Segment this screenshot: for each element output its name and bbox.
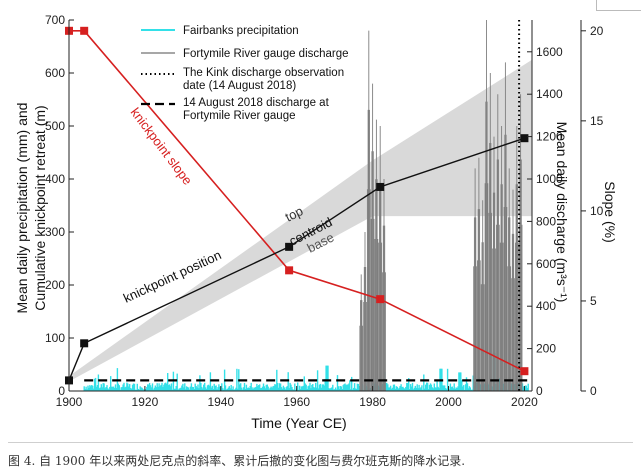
y-axis-left-label-1: Mean daily precipitation (mm) and [14,103,30,314]
slope-tick-label: 20 [590,24,604,38]
knickpoint-slope-point [80,26,89,35]
slope-tick-label: 10 [590,204,604,218]
x-tick-label: 1980 [359,395,386,409]
y-left-tick-label: 600 [45,66,65,80]
knickpoint-position-point [285,242,294,251]
caption-divider [8,442,633,443]
discharge-tick-label: 600 [536,257,556,271]
discharge-series [359,20,523,391]
discharge-tick-label: 1000 [536,172,563,186]
x-axis-label: Time (Year CE) [251,415,346,431]
band-top-label: top [283,203,306,225]
y-axis-discharge-label: Mean daily discharge (m³s⁻¹) [554,122,570,303]
slope-tick-label: 0 [590,384,597,398]
knickpoint-position-point [520,134,529,143]
precipitation-series [83,352,529,391]
knickpoint-slope-point [376,295,385,304]
discharge-tick-label: 200 [536,342,556,356]
legend-label-precipitation: Fairbanks precipitation [183,25,299,37]
x-tick-label: 1960 [283,395,310,409]
knickpoint-slope-point [520,367,529,376]
y-left-tick-label: 100 [45,331,65,345]
y-axis-slope-label: Slope (%) [602,181,618,242]
knickpoint-position-point [376,182,385,191]
discharge-tick-label: 1200 [536,130,563,144]
knickpoint-slope-point [285,266,294,275]
knickpoint-band [69,59,532,382]
discharge-tick-label: 800 [536,214,556,228]
legend-label-aug-discharge-2: Fortymile River gauge [183,110,295,122]
discharge-tick-label: 400 [536,299,556,313]
y-left-tick-label: 200 [45,278,65,292]
chart: 1900 1920 1940 1960 1980 2000 2020010020030040… [14,13,618,431]
series-layer [65,26,529,385]
x-tick-label: 1920 [132,395,159,409]
axes: 1900 1920 1940 1960 1980 2000 2020010020030040… [45,13,604,409]
y-left-tick-label: 300 [45,225,65,239]
legend-label-discharge: Fortymile River gauge discharge [183,48,349,60]
figure-caption: 图 4. 自 1900 年以来两处尼克点的斜率、累计后撤的变化图与费尔班克斯的降… [8,454,466,468]
x-tick-label: 1940 [207,395,234,409]
y-axis-left-label-2: Cumulative knickpoint retreat (m) [32,105,48,310]
discharge-tick-label: 1600 [536,45,563,59]
x-tick-label: 2000 [435,395,462,409]
y-left-tick-label: 400 [45,172,65,186]
legend-label-observation-1: The Kink discharge observation [183,67,344,79]
y-left-tick-label: 700 [45,13,65,27]
discharge-tick-label: 1400 [536,87,563,101]
discharge-tick-label: 0 [536,384,543,398]
legend-label-observation-2: date (14 August 2018) [183,80,296,92]
legend: Fairbanks precipitation Fortymile River … [141,25,349,122]
slope-tick-label: 15 [590,114,604,128]
corner-mark [596,0,641,11]
y-left-tick-label: 500 [45,119,65,133]
y-left-tick-label: 0 [58,384,65,398]
slope-tick-label: 5 [590,294,597,308]
x-tick-label: 2020 [511,395,538,409]
knickpoint-position-point [80,339,89,348]
x-tick-label: 1900 [56,395,83,409]
legend-label-aug-discharge-1: 14 August 2018 discharge at [183,97,330,109]
